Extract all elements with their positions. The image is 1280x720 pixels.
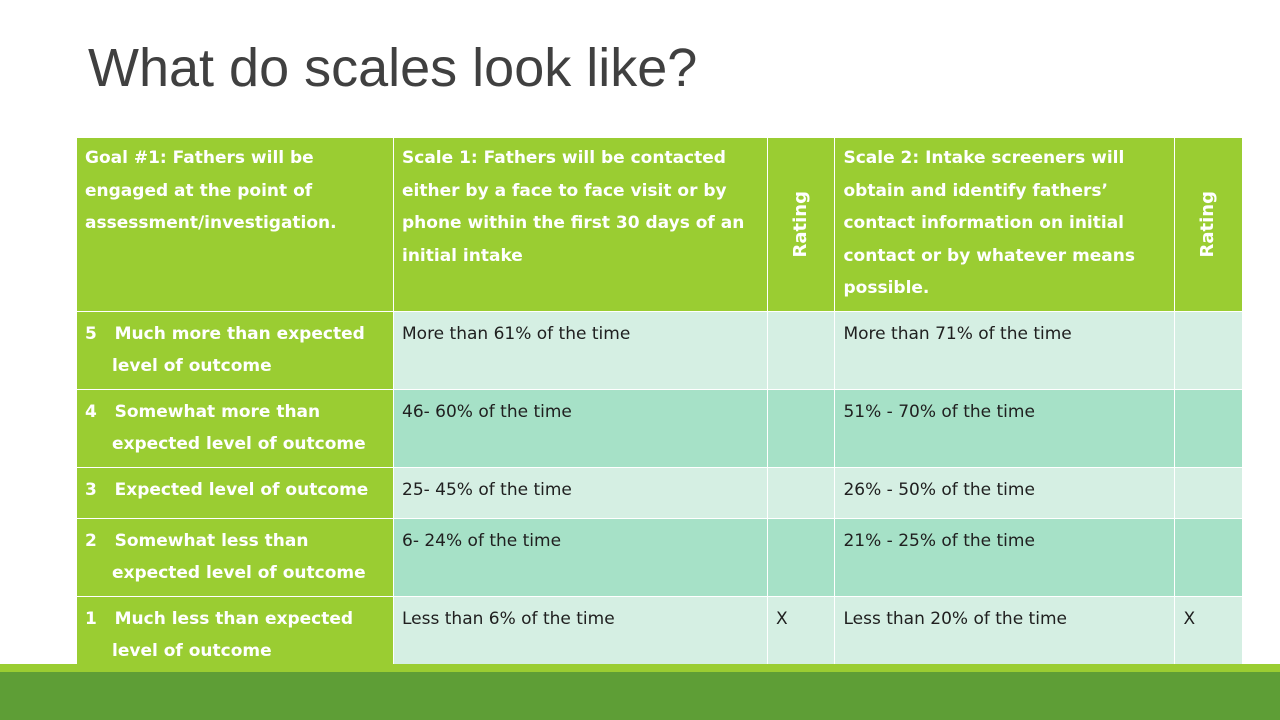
scale1-cell: 25- 45% of the time <box>393 466 768 519</box>
scale2-cell: Less than 20% of the time <box>834 595 1176 675</box>
level-tail: expected level of outcome <box>112 563 366 583</box>
rating1-cell <box>766 466 836 519</box>
scale1-cell: 6- 24% of the time <box>393 517 768 597</box>
level-cell: 2 Somewhat less than expected level of o… <box>76 517 394 597</box>
rating2-cell <box>1174 466 1243 519</box>
level-tail: level of outcome <box>112 356 272 376</box>
scale2-cell: 26% - 50% of the time <box>834 466 1176 519</box>
level-cell: 5 Much more than expected level of outco… <box>76 310 394 390</box>
rating1-cell <box>766 310 836 390</box>
footer-bar <box>0 672 1280 720</box>
rating1-header: Rating <box>766 137 836 312</box>
slide-title: What do scales look like? <box>88 38 698 98</box>
scale1-cell: 46- 60% of the time <box>393 388 768 468</box>
rating2-label: Rating <box>1197 191 1219 258</box>
level-cell: 3 Expected level of outcome <box>76 466 394 519</box>
table-row: 4 Somewhat more than expected level of o… <box>76 388 1243 468</box>
scale2-cell: More than 71% of the time <box>834 310 1176 390</box>
footer-accent-strip <box>0 664 1280 672</box>
level-head: 5 Much more than expected <box>85 323 365 344</box>
table-row: 5 Much more than expected level of outco… <box>76 310 1243 390</box>
table-header-row: Goal #1: Fathers will be engaged at the … <box>76 137 1243 312</box>
rating2-cell <box>1174 310 1243 390</box>
table-row: 3 Expected level of outcome 25- 45% of t… <box>76 466 1243 519</box>
scale1-header: Scale 1: Fathers will be contacted eithe… <box>393 137 768 312</box>
scale1-cell: More than 61% of the time <box>393 310 768 390</box>
rating2-cell <box>1174 388 1243 468</box>
level-head: 1 Much less than expected <box>85 608 354 629</box>
level-cell: 4 Somewhat more than expected level of o… <box>76 388 394 468</box>
rating1-cell: X <box>766 595 836 675</box>
level-head: 2 Somewhat less than <box>85 530 309 551</box>
rating1-cell <box>766 517 836 597</box>
scale2-cell: 21% - 25% of the time <box>834 517 1176 597</box>
level-head: 3 Expected level of outcome <box>85 479 369 500</box>
rating2-cell <box>1174 517 1243 597</box>
rating2-header: Rating <box>1174 137 1243 312</box>
rating1-cell <box>766 388 836 468</box>
table-row: 2 Somewhat less than expected level of o… <box>76 517 1243 597</box>
scales-table: Goal #1: Fathers will be engaged at the … <box>76 137 1243 675</box>
scale2-cell: 51% - 70% of the time <box>834 388 1176 468</box>
level-tail: expected level of outcome <box>112 434 366 454</box>
level-head: 4 Somewhat more than <box>85 401 321 422</box>
rating1-label: Rating <box>789 191 811 258</box>
rating2-cell: X <box>1174 595 1243 675</box>
scale2-header: Scale 2: Intake screeners will obtain an… <box>834 137 1176 312</box>
table-row: 1 Much less than expected level of outco… <box>76 595 1243 675</box>
level-tail: level of outcome <box>112 641 272 661</box>
scale1-cell: Less than 6% of the time <box>393 595 768 675</box>
goal-header: Goal #1: Fathers will be engaged at the … <box>76 137 394 312</box>
level-cell: 1 Much less than expected level of outco… <box>76 595 394 675</box>
